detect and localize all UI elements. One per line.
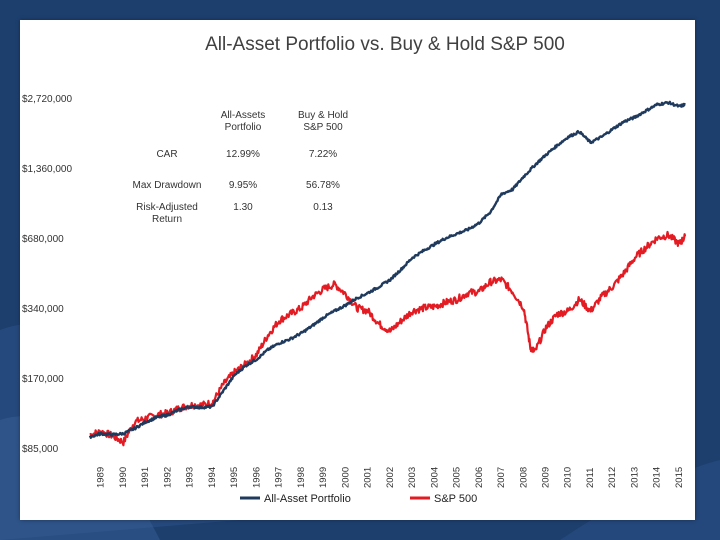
stats-cell: 9.95% [229,180,257,191]
x-tick-label: 2003 [407,467,418,488]
stats-cell: 12.99% [226,149,260,160]
x-tick-label: 2005 [452,467,463,488]
y-tick-label: $680,000 [22,234,64,245]
series-layer [88,100,687,447]
x-tick-label: 1999 [318,467,329,488]
x-tick-label: 2011 [585,468,596,488]
x-tick-label: 2004 [429,467,440,488]
x-tick-label: 2007 [496,467,507,488]
x-tick-label: 1998 [296,467,307,488]
x-tick-label: 1997 [274,467,285,488]
chart-panel: All-Asset Portfolio vs. Buy & Hold S&P 5… [20,20,695,520]
y-tick-label: $1,360,000 [22,164,72,175]
chart: All-Asset Portfolio vs. Buy & Hold S&P 5… [22,34,687,505]
stats-header: All-Assets [221,110,265,121]
stats-cell: 56.78% [306,180,340,191]
x-tick-label: 2000 [340,467,351,488]
legend: All-Asset Portfolio S&P 500 [240,493,477,505]
stats-header: Portfolio [225,122,262,133]
x-tick-label: 1994 [207,467,218,488]
stats-cell: 7.22% [309,149,337,160]
x-tick-label: 1990 [118,467,129,488]
chart-title: All-Asset Portfolio vs. Buy & Hold S&P 5… [205,34,565,55]
x-tick-label: 2012 [607,467,618,488]
stats-row-label: CAR [156,149,177,160]
x-tick-label: 2013 [629,467,640,488]
y-tick-label: $2,720,000 [22,94,72,105]
x-tick-label: 1991 [140,467,151,488]
legend-label: S&P 500 [434,493,477,505]
stats-row-label: Return [152,214,182,225]
x-tick-label: 1996 [251,467,262,488]
x-tick-label: 2015 [674,467,685,488]
legend-label: All-Asset Portfolio [264,493,351,505]
y-tick-label: $340,000 [22,304,64,315]
x-tick-label: 1992 [162,467,173,488]
x-tick-label: 2008 [518,467,529,488]
x-tick-label: 2001 [363,467,374,488]
stats-row-label: Risk-Adjusted [136,202,198,213]
y-tick-label: $85,000 [22,444,59,455]
x-tick-label: 1995 [229,467,240,488]
stats-cell: 0.13 [313,202,333,213]
y-axis: $85,000 $170,000 $340,000 $680,000 $1,360,00… [22,94,72,455]
x-tick-label: 2002 [385,467,396,488]
y-tick-label: $170,000 [22,374,64,385]
stats-header: S&P 500 [303,122,343,133]
x-tick-label: 1989 [96,467,107,488]
x-tick-label: 2010 [563,467,574,488]
stats-row-label: Max Drawdown [133,180,202,191]
stats-cell: 1.30 [233,202,253,213]
series-line-all-asset-portfolio [88,100,686,439]
stats-header: Buy & Hold [298,110,348,121]
x-tick-label: 2014 [652,467,663,488]
x-tick-label: 2009 [540,467,551,488]
x-tick-label: 1993 [185,467,196,488]
series-line-sp500 [89,230,687,447]
x-tick-label: 2006 [474,467,485,488]
x-axis: 1989 1990 1991 1992 1993 1994 1995 1996 1997 1998… [96,467,685,488]
